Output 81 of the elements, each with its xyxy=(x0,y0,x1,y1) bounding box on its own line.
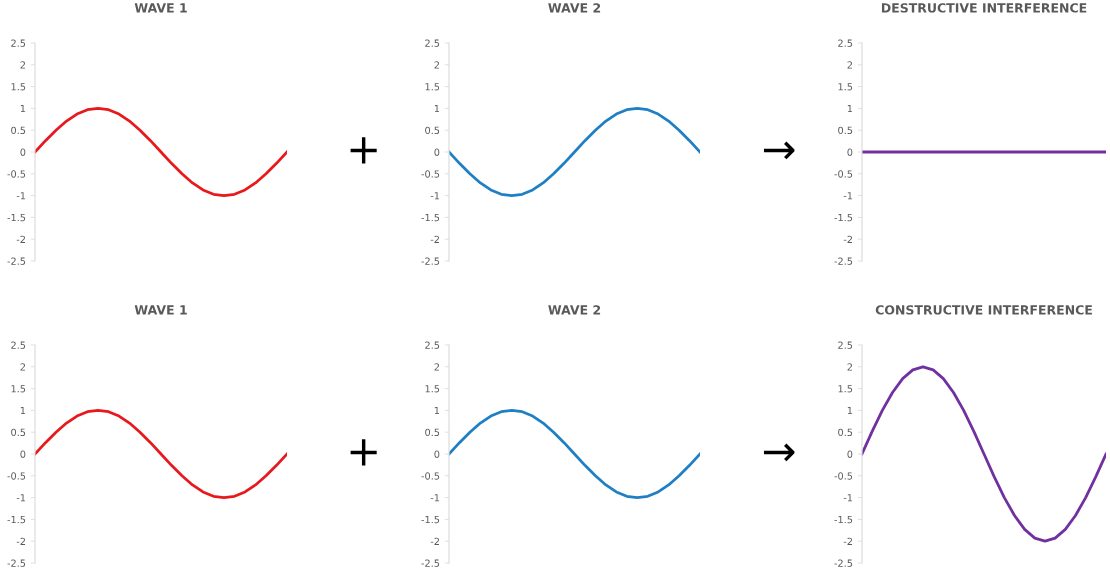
y-tick-label: 0 xyxy=(20,450,26,458)
y-tick-label: -1.5 xyxy=(421,516,440,524)
y-tick-label: 2 xyxy=(847,363,852,371)
y-tick-label: -1 xyxy=(16,192,26,200)
y-tick-label: -2.5 xyxy=(834,559,853,567)
text: → xyxy=(763,141,795,160)
line-series xyxy=(35,409,287,499)
y-tick-label: 2 xyxy=(20,61,25,69)
line-series xyxy=(862,365,1106,543)
y-tick-label: -1 xyxy=(16,494,26,502)
y-tick-label: 1.5 xyxy=(425,385,440,393)
y-tick-label: 0 xyxy=(434,148,440,156)
y-tick-label: 1 xyxy=(20,105,26,113)
y-tick-label: 2 xyxy=(434,363,439,371)
y-tick-label: 1.5 xyxy=(838,385,853,393)
y-tick-label: 1 xyxy=(847,105,853,113)
line-series xyxy=(35,107,287,197)
y-tick-label: -0.5 xyxy=(7,472,26,480)
y-tick-label: 2 xyxy=(434,61,439,69)
y-tick-label: -0.5 xyxy=(834,472,853,480)
y-tick-label: -2 xyxy=(843,235,852,243)
y-tick-label: -1 xyxy=(430,494,440,502)
y-tick-label: 1 xyxy=(20,407,26,415)
y-tick-label: -1.5 xyxy=(7,516,26,524)
y-tick-label: 0 xyxy=(20,148,26,156)
y-tick-label: 1.5 xyxy=(425,83,440,91)
line-series xyxy=(449,409,700,499)
y-tick-label: -2 xyxy=(16,537,25,545)
text: → xyxy=(763,443,795,462)
y-tick-label: 1 xyxy=(434,105,440,113)
y-tick-label: -1 xyxy=(843,192,853,200)
y-tick-label: -1.5 xyxy=(834,516,853,524)
y-tick-label: -2 xyxy=(430,235,439,243)
y-tick-label: -0.5 xyxy=(421,170,440,178)
y-tick-label: 0 xyxy=(847,450,853,458)
text: + xyxy=(350,439,377,466)
y-tick-label: 2 xyxy=(20,363,25,371)
y-tick-label: -2.5 xyxy=(7,559,26,567)
y-tick-label: 2.5 xyxy=(11,39,26,47)
y-tick-label: 0.5 xyxy=(11,126,26,135)
y-tick-label: 1.5 xyxy=(838,83,853,91)
y-tick-label: -2 xyxy=(16,235,25,243)
chart-title: WAVE 2 xyxy=(548,305,601,315)
y-tick-label: 0.5 xyxy=(11,428,26,437)
y-tick-label: 0 xyxy=(847,148,853,156)
y-tick-label: -2.5 xyxy=(7,257,26,265)
y-tick-label: 2.5 xyxy=(425,341,440,349)
y-tick-label: 2.5 xyxy=(425,39,440,47)
y-tick-label: -1 xyxy=(430,192,440,200)
chart-title: CONSTRUCTIVE INTERFERENCE xyxy=(875,305,1092,315)
y-tick-label: 2.5 xyxy=(11,341,26,349)
y-tick-label: 1 xyxy=(847,407,853,415)
y-tick-label: 0.5 xyxy=(838,428,853,437)
y-tick-label: 1.5 xyxy=(11,83,26,91)
y-tick-label: -0.5 xyxy=(834,170,853,178)
y-tick-label: -2 xyxy=(430,537,439,545)
y-tick-label: -1 xyxy=(843,494,853,502)
y-tick-label: 2.5 xyxy=(838,341,853,349)
y-tick-label: -1.5 xyxy=(7,214,26,222)
y-tick-label: 2 xyxy=(847,61,852,69)
y-tick-label: 0.5 xyxy=(425,428,440,437)
y-tick-label: 0.5 xyxy=(425,126,440,135)
y-tick-label: 1 xyxy=(434,407,440,415)
chart-title: DESTRUCTIVE INTERFERENCE xyxy=(881,3,1087,13)
y-tick-label: 2.5 xyxy=(838,39,853,47)
line-series xyxy=(449,107,700,197)
chart-title: WAVE 2 xyxy=(548,3,601,13)
y-tick-label: -2 xyxy=(843,537,852,545)
y-tick-label: 0.5 xyxy=(838,126,853,135)
y-tick-label: -0.5 xyxy=(7,170,26,178)
y-tick-label: -1.5 xyxy=(834,214,853,222)
y-tick-label: -2.5 xyxy=(834,257,853,265)
y-tick-label: -1.5 xyxy=(421,214,440,222)
chart-title: WAVE 1 xyxy=(134,305,187,315)
text: + xyxy=(350,137,377,164)
y-tick-label: -2.5 xyxy=(421,257,440,265)
y-tick-label: -0.5 xyxy=(421,472,440,480)
y-tick-label: 1.5 xyxy=(11,385,26,393)
y-tick-label: -2.5 xyxy=(421,559,440,567)
chart-title: WAVE 1 xyxy=(134,3,187,13)
y-tick-label: 0 xyxy=(434,450,440,458)
